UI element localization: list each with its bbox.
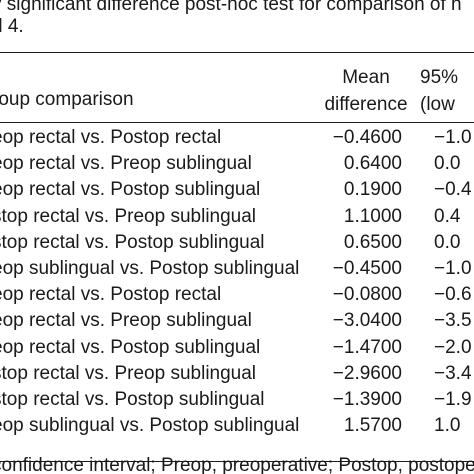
group-comparison-cell: eop sublingual vs. Postop sublingual	[0, 257, 300, 279]
ci-lower-cell: −1.0	[434, 257, 472, 279]
group-comparison-cell: eop rectal vs. Postop sublingual	[0, 336, 261, 358]
mean-difference-cell: −3.0400	[332, 310, 402, 332]
table-row: eop rectal vs. Preop sublingual −3.0400 −3…	[0, 310, 474, 336]
table-row: stop rectal vs. Postop sublingual 0.6500 0…	[0, 232, 474, 258]
mean-difference-cell: −1.3900	[332, 388, 402, 410]
mean-difference-cell: −0.0800	[332, 284, 402, 306]
group-comparison-cell: stop rectal vs. Postop sublingual	[0, 388, 265, 410]
ci-lower-cell: −3.5	[434, 310, 472, 332]
table-row: stop rectal vs. Preop sublingual 1.1000 0.…	[0, 206, 474, 232]
mean-difference-cell: 0.6400	[343, 153, 402, 175]
mean-difference-cell: −1.4700	[332, 336, 402, 358]
header-mean-line-1: Mean	[342, 67, 390, 88]
table-body: eop rectal vs. Postop rectal −0.4600 −1.0 e…	[0, 127, 474, 441]
group-comparison-cell: eop rectal vs. Postop rectal	[0, 284, 222, 306]
group-comparison-cell: stop rectal vs. Preop sublingual	[0, 205, 257, 227]
mean-difference-cell: 0.1900	[343, 179, 402, 201]
ci-lower-cell: 1.0	[434, 415, 461, 437]
table-footnote: confidence interval; Preop, preoperative…	[0, 455, 474, 474]
table-row: eop rectal vs. Postop rectal −0.0800 −0.6	[0, 284, 474, 310]
table-top-rule	[0, 52, 474, 53]
ci-lower-cell: 0.0	[434, 231, 461, 253]
group-comparison-cell: eop sublingual vs. Postop sublingual	[0, 415, 300, 437]
ci-lower-cell: 0.0	[434, 153, 461, 175]
ci-lower-cell: −0.6	[434, 284, 472, 306]
table-row: stop rectal vs. Preop sublingual −2.9600 −…	[0, 363, 474, 389]
table-header-rule	[0, 122, 474, 123]
table-row: eop rectal vs. Preop sublingual 0.6400 0.0	[0, 153, 474, 179]
header-mean-line-2: difference	[324, 94, 408, 115]
mean-difference-cell: 1.1000	[343, 205, 402, 227]
ci-lower-cell: −0.4	[434, 179, 472, 201]
table-row: eop rectal vs. Postop sublingual −1.4700 −…	[0, 337, 474, 363]
mean-difference-cell: −0.4600	[332, 127, 402, 148]
header-mean-difference: Mean difference	[321, 64, 411, 118]
header-ci-line-1: 95%	[420, 67, 459, 88]
group-comparison-cell: eop rectal vs. Postop sublingual	[0, 179, 261, 201]
group-comparison-cell: eop rectal vs. Postop rectal	[0, 127, 222, 148]
header-group-comparison: roup comparison	[0, 89, 134, 110]
table-caption-line-1: y significant difference post-hoc test f…	[0, 0, 462, 15]
table-row: eop sublingual vs. Postop sublingual 1.57…	[0, 415, 474, 441]
header-ci-line-2: (low	[420, 94, 455, 115]
header-confidence-interval: 95% (low	[420, 64, 458, 118]
group-comparison-cell: eop rectal vs. Preop sublingual	[0, 153, 252, 175]
mean-difference-cell: −0.4500	[332, 257, 402, 279]
table-row: eop rectal vs. Postop rectal −0.4600 −1.0	[0, 127, 474, 153]
ci-lower-cell: −1.0	[434, 127, 472, 148]
ci-lower-cell: −1.9	[434, 388, 472, 410]
table-row: stop rectal vs. Postop sublingual −1.3900…	[0, 389, 474, 415]
table-row: eop sublingual vs. Postop sublingual −0.4…	[0, 258, 474, 284]
group-comparison-cell: stop rectal vs. Preop sublingual	[0, 362, 257, 384]
mean-difference-cell: −2.9600	[332, 362, 402, 384]
mean-difference-cell: 0.6500	[343, 231, 402, 253]
mean-difference-cell: 1.5700	[343, 415, 402, 437]
group-comparison-cell: eop rectal vs. Preop sublingual	[0, 310, 252, 332]
ci-lower-cell: −3.4	[434, 362, 472, 384]
table-caption-line-2: d 4.	[0, 16, 24, 37]
ci-lower-cell: 0.4	[434, 205, 461, 227]
table-bottom-rule	[0, 461, 474, 462]
table-row: eop rectal vs. Postop sublingual 0.1900 −0…	[0, 179, 474, 205]
ci-lower-cell: −2.0	[434, 336, 472, 358]
group-comparison-cell: stop rectal vs. Postop sublingual	[0, 231, 265, 253]
